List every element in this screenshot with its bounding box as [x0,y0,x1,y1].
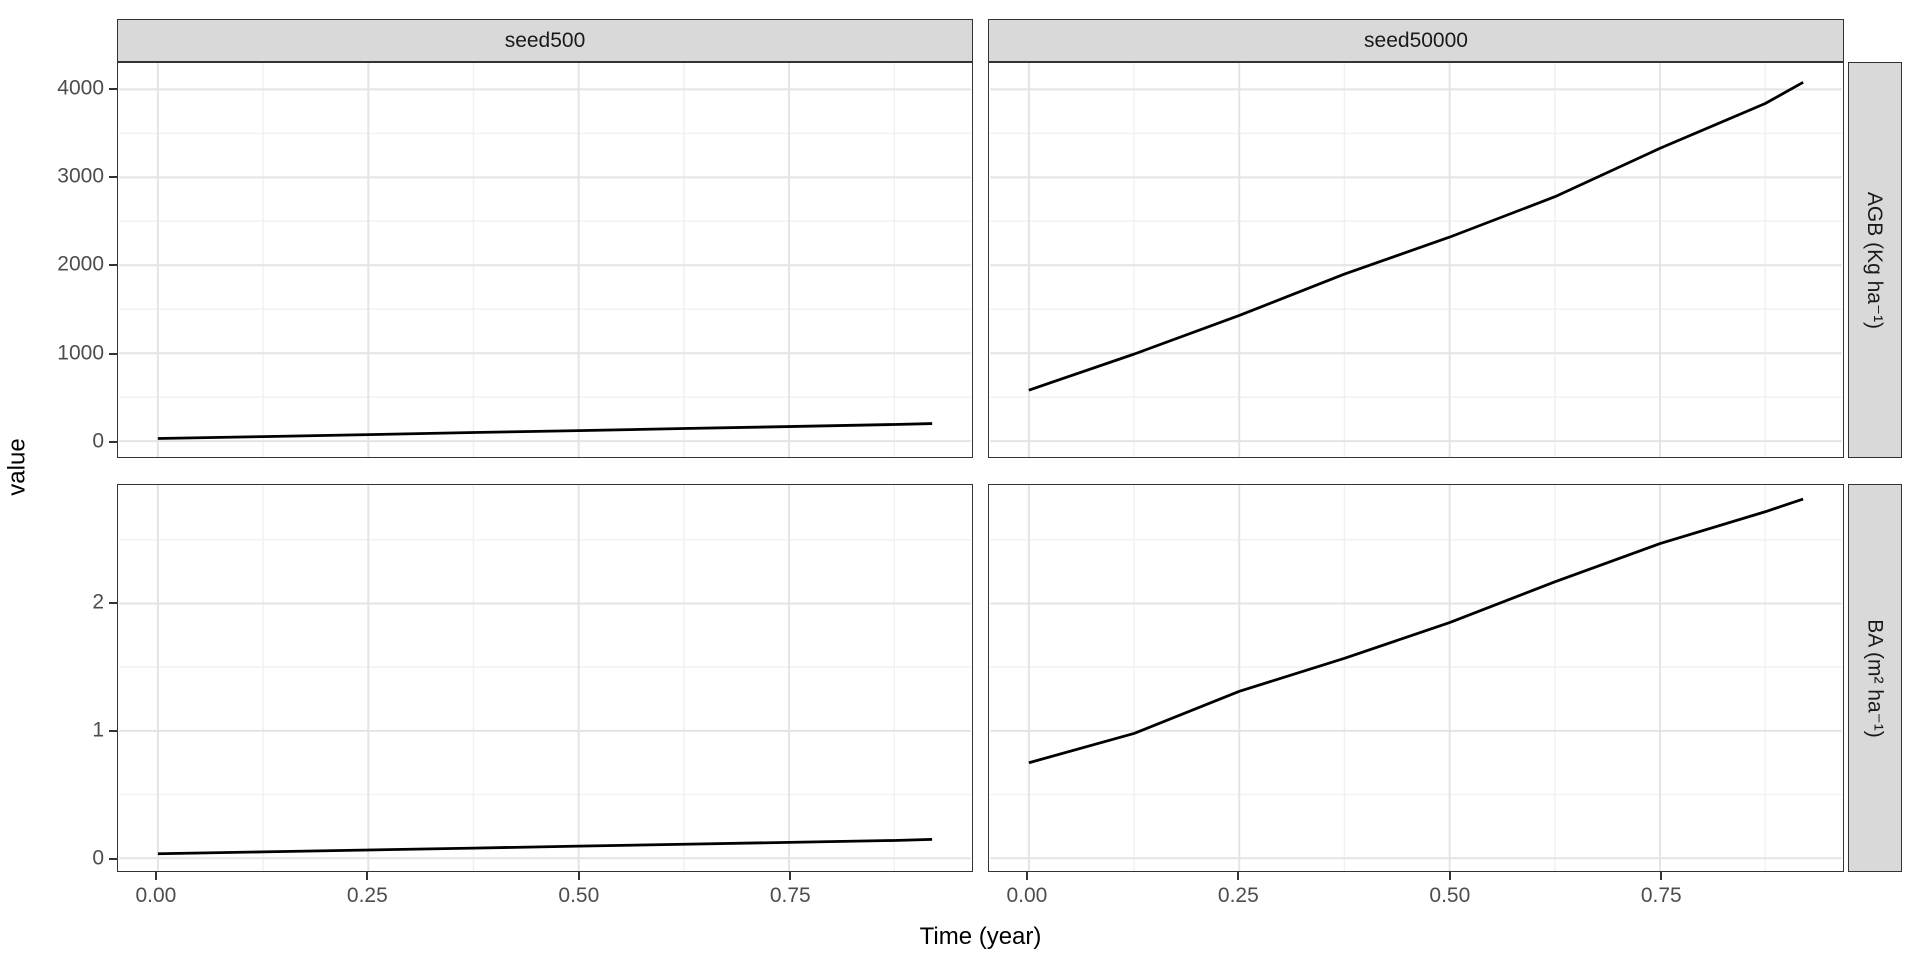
x-tick-mark [1237,872,1240,880]
x-tick-mark [154,872,157,880]
x-tick-label: 0.50 [558,884,600,907]
facet-row-strip-label: BA (m² ha⁻¹) [1863,618,1887,738]
y-tick-label: 1000 [57,341,104,365]
y-tick-label: 2000 [57,252,104,276]
facet-column-strip-label: seed500 [504,28,586,52]
y-tick-label: 3000 [57,164,104,188]
panel-ba-seed50000 [988,484,1844,872]
x-tick-label: 0.50 [1429,884,1471,907]
series-line-seed50000 [1028,81,1804,392]
facet-column-strip-label: seed50000 [1364,28,1468,52]
x-tick-mark [366,872,369,880]
facet-column-strip-seed500: seed500 [117,19,973,62]
x-tick-label: 0.00 [135,884,177,907]
x-tick-mark [789,872,792,880]
y-tick-label: 1 [92,718,104,742]
panel-agb-seed500 [117,62,973,458]
panel-agb-seed50000 [988,62,1844,458]
x-axis-title: Time (year) [919,923,1042,950]
x-tick-mark [1025,872,1028,880]
facet-row-strip-agb: AGB (Kg ha⁻¹) [1848,62,1902,458]
y-tick-mark [109,441,117,444]
y-tick-mark [109,602,117,605]
x-tick-label: 0.25 [346,884,388,907]
x-tick-mark [1660,872,1663,880]
x-tick-label: 0.75 [1640,884,1682,907]
y-tick-mark [109,87,117,90]
y-tick-mark [109,730,117,733]
series-line-seed500 [157,837,933,856]
y-tick-mark [109,264,117,267]
x-tick-mark [1448,872,1451,880]
series-line-seed500 [157,422,933,440]
y-tick-label: 2 [92,590,104,614]
y-tick-mark [109,352,117,355]
panel-ba-seed500 [117,484,973,872]
facet-row-strip-ba: BA (m² ha⁻¹) [1848,484,1902,872]
x-tick-label: 0.75 [769,884,811,907]
y-tick-mark [109,858,117,861]
x-tick-label: 0.00 [1006,884,1048,907]
x-tick-label: 0.25 [1217,884,1259,907]
x-tick-mark [577,872,580,880]
y-tick-mark [109,175,117,178]
y-tick-label: 4000 [57,76,104,100]
facet-column-strip-seed50000: seed50000 [988,19,1844,62]
series-line-seed50000 [1028,497,1804,765]
facet-row-strip-label: AGB (Kg ha⁻¹) [1863,191,1887,329]
y-tick-label: 0 [92,846,104,870]
y-tick-label: 0 [92,429,104,453]
